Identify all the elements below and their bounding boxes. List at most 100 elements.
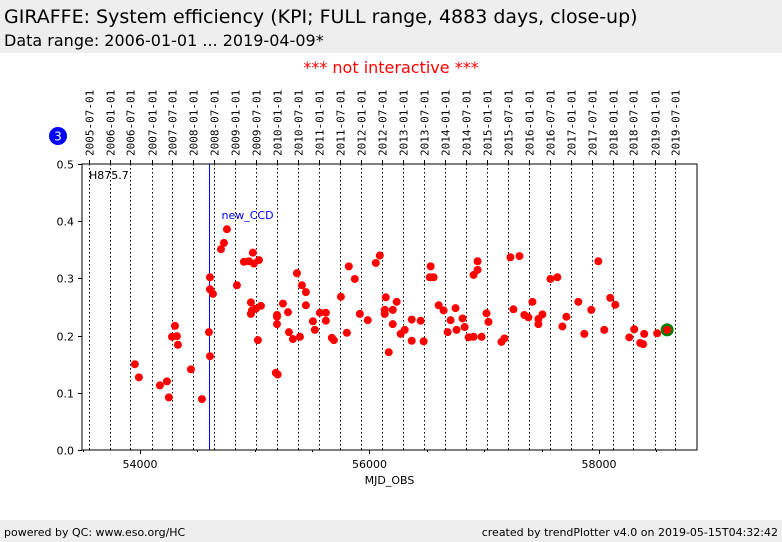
data-point [164,393,173,402]
date-tick-label: 2017-07-01 [587,90,600,156]
date-tick-label: 2019-01-01 [650,90,663,156]
data-point [663,325,672,334]
date-tick-label: 2010-07-01 [293,90,306,156]
badge-circle [49,127,67,145]
data-point [606,293,615,302]
data-point [130,360,139,369]
data-point [384,348,393,357]
date-tick-label: 2018-01-01 [608,90,621,156]
date-tick-label: 2017-01-01 [566,90,579,156]
data-point [256,301,265,310]
data-point [553,273,562,282]
date-tick-label: 2010-01-01 [272,90,285,156]
data-point [301,288,310,297]
data-point [208,289,217,298]
data-point [363,316,372,325]
date-tick-label: 2015-01-01 [482,90,495,156]
date-tick-label: 2008-07-01 [209,90,222,156]
date-tick-label: 2006-01-01 [105,90,118,156]
data-point [500,334,509,343]
date-tick-label: 2011-07-01 [335,90,348,156]
y-tick-label: 0.3 [57,273,75,286]
new-ccd-label: new_CCD [222,209,274,222]
data-point [170,321,179,330]
data-point [443,328,452,337]
data-point [611,300,620,309]
data-point [222,225,231,234]
date-tick-label: 2007-01-01 [147,90,160,156]
data-point [329,336,338,345]
data-point [484,317,493,326]
data-point [594,257,603,266]
data-point [350,274,359,283]
x-tick-label: 56000 [352,458,387,471]
y-tick-label: 0.4 [57,216,75,229]
data-point [400,325,409,334]
data-point [515,252,524,261]
date-tick-label: 2016-07-01 [545,90,558,156]
data-point [155,381,164,390]
y-tick-label: 0.5 [57,159,75,172]
data-point [640,329,649,338]
data-point [434,301,443,310]
date-tick-label: 2019-07-01 [670,90,683,156]
powered-by-text: powered by QC: www.eso.org/HC [4,526,186,539]
y-axis: 0.0 0.1 0.2 0.3 0.4 0.5 [57,159,82,458]
data-point [375,251,384,260]
data-point [315,308,324,317]
y-tick-label: 0.1 [57,388,75,401]
date-gridlines [89,160,676,450]
data-point [429,273,438,282]
data-point [297,281,306,290]
x-axis: 54000 56000 58000 [83,450,657,471]
data-point [308,317,317,326]
data-point [301,301,310,310]
data-points [130,225,674,404]
data-point [509,305,518,314]
data-point [558,322,567,331]
data-point [416,316,425,325]
data-point [407,315,416,324]
data-point [232,281,241,290]
data-point [458,314,467,323]
data-point [574,297,583,306]
data-point [216,245,225,254]
date-tick-label: 2012-07-01 [377,90,390,156]
plot-frame [81,163,698,451]
footer-bar: powered by QC: www.eso.org/HC created by… [0,520,782,542]
data-point [219,238,228,247]
x-tick-label: 58000 [581,458,616,471]
data-point [295,332,304,341]
data-point [273,370,282,379]
data-point [388,320,397,329]
data-point [419,337,428,346]
data-point [639,340,648,349]
header-bar: GIRAFFE: System efficiency (KPI; FULL ra… [0,0,782,53]
data-point [546,274,555,283]
data-point [344,262,353,271]
data-point [528,297,537,306]
plot-number-badge: 3 [49,127,67,145]
data-point [380,309,389,318]
data-point [336,292,345,301]
date-tick-label: 2016-01-01 [524,90,537,156]
date-tick-label: 2009-01-01 [230,90,243,156]
data-point [288,335,297,344]
data-point [469,332,478,341]
data-point [524,313,533,322]
data-point [426,262,435,271]
data-point [272,320,281,329]
data-point [283,308,292,317]
created-by-text: created by trendPlotter v4.0 on 2019-05-… [481,526,778,539]
data-point [284,328,293,337]
data-point [246,298,255,307]
data-point [310,325,319,334]
date-tick-label: 2008-01-01 [188,90,201,156]
data-point [439,306,448,315]
data-point [388,305,397,314]
data-point [534,320,543,329]
date-tick-label: 2006-07-01 [125,90,138,156]
date-tick-label: 2014-01-01 [440,90,453,156]
data-point [580,329,589,338]
